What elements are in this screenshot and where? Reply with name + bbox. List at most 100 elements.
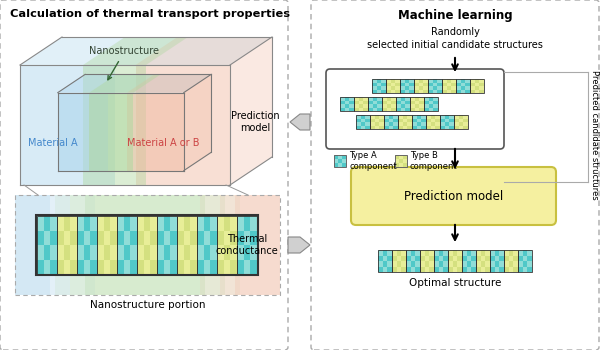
Bar xyxy=(338,159,342,163)
Bar xyxy=(407,126,412,129)
Bar xyxy=(428,104,433,107)
Bar xyxy=(446,83,451,86)
Bar xyxy=(70,245,77,259)
Bar xyxy=(50,231,57,245)
Bar xyxy=(391,107,396,111)
Bar xyxy=(203,259,211,274)
Bar xyxy=(157,245,164,259)
Bar xyxy=(419,83,424,86)
Bar xyxy=(397,256,401,261)
Bar xyxy=(479,86,484,90)
Bar xyxy=(462,250,467,255)
Bar xyxy=(220,195,280,295)
Bar xyxy=(436,126,440,129)
Bar xyxy=(184,245,190,259)
Bar xyxy=(412,115,416,119)
Bar xyxy=(184,231,190,245)
Bar xyxy=(401,97,406,100)
Bar xyxy=(373,104,377,107)
Bar xyxy=(428,97,433,100)
Bar xyxy=(359,107,364,111)
Bar xyxy=(518,250,532,272)
Bar xyxy=(421,115,426,119)
Bar xyxy=(415,100,419,104)
Bar xyxy=(446,86,451,90)
Bar xyxy=(117,216,137,274)
Bar xyxy=(83,245,91,259)
Bar xyxy=(224,231,230,245)
Bar xyxy=(184,216,190,231)
Bar xyxy=(415,266,420,272)
Bar xyxy=(388,266,392,272)
Bar xyxy=(467,250,472,255)
Bar xyxy=(143,216,151,231)
Bar xyxy=(400,79,414,93)
Bar xyxy=(445,122,449,126)
Bar xyxy=(434,266,439,272)
Bar xyxy=(37,245,44,259)
Bar xyxy=(127,93,184,170)
Bar xyxy=(431,115,436,119)
Bar xyxy=(403,119,407,122)
Bar xyxy=(410,266,415,272)
Bar xyxy=(211,259,217,274)
Bar xyxy=(456,90,461,93)
Bar xyxy=(394,126,398,129)
Bar xyxy=(475,83,479,86)
Bar xyxy=(400,83,404,86)
Bar xyxy=(490,261,494,266)
Bar xyxy=(143,245,151,259)
Bar xyxy=(475,86,479,90)
Bar xyxy=(461,86,466,90)
Bar xyxy=(424,83,428,86)
Bar xyxy=(407,122,412,126)
Bar xyxy=(378,261,383,266)
Bar xyxy=(416,115,421,119)
Bar xyxy=(456,83,461,86)
Bar xyxy=(523,266,527,272)
Bar xyxy=(439,261,443,266)
Bar xyxy=(424,97,428,100)
Bar xyxy=(230,245,237,259)
Bar xyxy=(157,231,164,245)
Bar xyxy=(434,250,448,272)
Bar xyxy=(349,100,354,104)
Polygon shape xyxy=(230,37,272,185)
Bar xyxy=(389,126,394,129)
Bar xyxy=(494,261,499,266)
Bar xyxy=(170,245,177,259)
Bar xyxy=(224,259,230,274)
Bar xyxy=(170,231,177,245)
Bar xyxy=(421,122,426,126)
Bar xyxy=(382,83,386,86)
Bar xyxy=(377,86,382,90)
Bar xyxy=(434,256,439,261)
Bar xyxy=(494,250,499,255)
Bar xyxy=(361,122,365,126)
Bar xyxy=(77,245,83,259)
Bar xyxy=(237,245,244,259)
Bar xyxy=(419,79,424,83)
Bar xyxy=(344,107,349,111)
Bar xyxy=(406,266,410,272)
Bar xyxy=(177,245,184,259)
Bar xyxy=(433,90,437,93)
Bar xyxy=(481,250,485,255)
Bar xyxy=(386,90,391,93)
Bar xyxy=(434,261,439,266)
Bar xyxy=(364,97,368,100)
FancyBboxPatch shape xyxy=(351,167,556,225)
Bar xyxy=(365,119,370,122)
Bar xyxy=(382,107,386,111)
Bar xyxy=(400,79,404,83)
Bar xyxy=(457,250,462,255)
Bar xyxy=(394,122,398,126)
Bar xyxy=(377,104,382,107)
Bar xyxy=(449,119,454,122)
Bar xyxy=(365,115,370,119)
Bar xyxy=(349,97,354,100)
Bar xyxy=(407,115,412,119)
Polygon shape xyxy=(89,75,161,93)
Bar xyxy=(124,216,130,231)
Text: Prediction
model: Prediction model xyxy=(230,111,280,133)
